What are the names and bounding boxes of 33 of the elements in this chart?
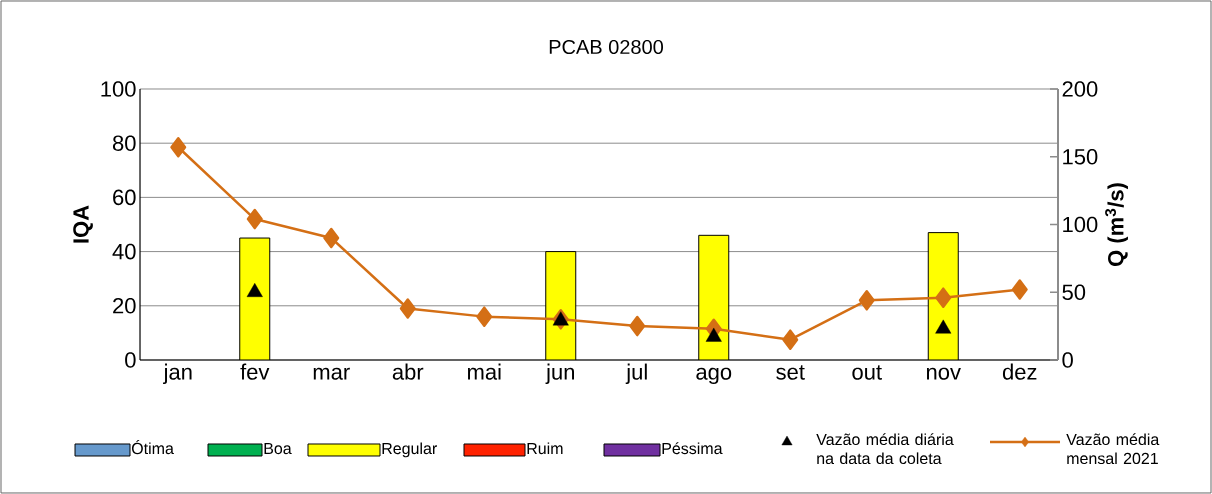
y-tick-label: 20 (113, 297, 136, 314)
y2-tick-label: 200 (1062, 81, 1098, 97)
y-tick-label: 80 (112, 135, 136, 151)
x-tick-label: mar (313, 367, 350, 380)
legend-label: Vazão média diária na data da coleta (816, 433, 954, 465)
y-tick-label: 40 (112, 243, 136, 260)
x-tick-label: fev (240, 363, 270, 380)
legend-label: Regular (382, 442, 437, 458)
legend-label: Ótima (131, 440, 174, 455)
x-tick-label: abr (392, 363, 424, 380)
legend-label: Boa (264, 442, 292, 455)
x-tick-label: jul (625, 363, 647, 385)
y2-tick-label: 50 (1062, 284, 1086, 301)
y-tick-label: 0 (125, 352, 136, 368)
x-tick-label: jan (163, 363, 192, 385)
legend-label: Péssima (662, 442, 723, 455)
y2-axis-title: Q (m$^{3}$/s) (1105, 183, 1128, 266)
x-tick-label: ago (696, 367, 732, 385)
x-tick-label: nov (926, 367, 961, 380)
x-tick-label: jun (545, 363, 574, 385)
y-tick-label: 60 (113, 189, 136, 206)
x-tick-label: out (852, 365, 882, 380)
y-axis-title: IQA (73, 205, 93, 243)
y2-tick-label: 0 (1062, 352, 1073, 368)
legend-label: Vazão média mensal 2021 (1066, 433, 1160, 465)
y-tick-label: 100 (101, 81, 136, 97)
y2-tick-label: 150 (1063, 148, 1098, 165)
chart-title: PCAB 02800 (549, 39, 664, 55)
x-tick-label: mai (467, 363, 501, 380)
y2-tick-label: 100 (1063, 216, 1098, 233)
x-tick-label: set (776, 365, 805, 380)
x-tick-label: dez (1002, 363, 1037, 380)
legend-label: Ruim (527, 442, 563, 455)
